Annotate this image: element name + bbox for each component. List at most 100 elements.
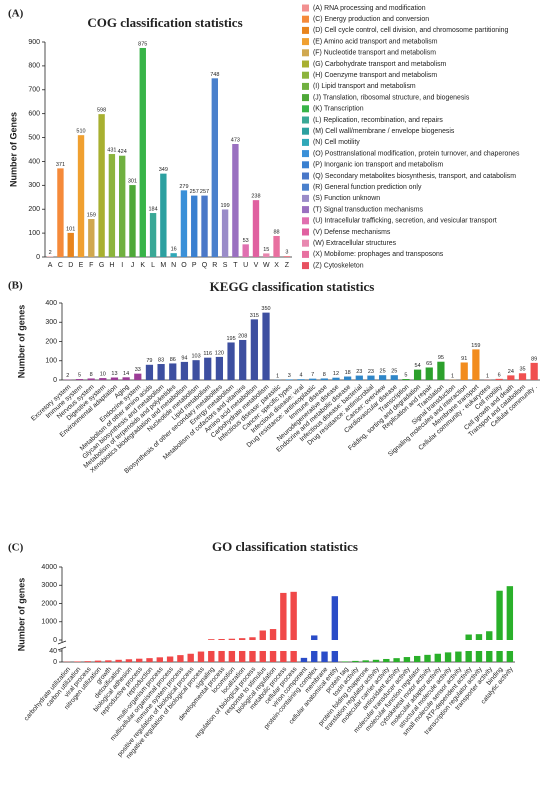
chart-title: GO classification statistics	[212, 539, 358, 554]
bar	[180, 190, 188, 257]
bar	[332, 377, 340, 380]
bar-upper	[238, 638, 246, 640]
bar	[228, 651, 236, 662]
x-tick-label: L	[151, 262, 155, 269]
bar-upper	[496, 590, 503, 640]
bar	[434, 653, 441, 662]
value-label: 159	[87, 212, 96, 218]
legend-label: (R) General function prediction only	[313, 184, 422, 191]
value-label: 279	[179, 184, 188, 190]
value-label: 16	[171, 247, 177, 253]
bar	[208, 651, 215, 662]
legend-swatch	[302, 183, 309, 191]
bar	[311, 651, 318, 662]
bar	[518, 373, 527, 380]
value-label: 6	[498, 372, 501, 378]
bar	[403, 657, 411, 662]
bar	[437, 361, 445, 380]
value-label: 371	[56, 162, 65, 168]
x-tick-label: I	[121, 262, 123, 269]
legend-swatch	[302, 250, 309, 258]
value-label: 8	[90, 372, 93, 378]
y-tick-label: 2000	[41, 600, 57, 607]
legend-label: (S) Function unknown	[313, 195, 380, 202]
value-label: 473	[231, 137, 240, 143]
value-label: 301	[128, 179, 137, 185]
value-label: 18	[345, 370, 351, 376]
legend-label: (L) Replication, recombination, and repa…	[313, 117, 443, 124]
value-label: 95	[438, 355, 444, 361]
bar	[87, 378, 95, 380]
x-tick-label: Z	[285, 262, 290, 269]
bar	[204, 357, 212, 380]
y-tick-label: 400	[45, 300, 57, 307]
bar-upper	[475, 634, 483, 640]
value-label: 8	[323, 372, 326, 378]
bar-upper	[218, 638, 225, 640]
bar	[290, 651, 297, 662]
bar	[115, 659, 122, 662]
bar-upper	[506, 586, 514, 640]
legend-swatch	[302, 60, 309, 68]
value-label: 91	[461, 356, 467, 362]
y-tick-label: 0	[53, 377, 57, 384]
legend-label: (N) Cell motility	[313, 139, 360, 146]
value-label: 12	[333, 371, 339, 377]
panel-label: (B)	[8, 280, 23, 292]
value-label: 54	[415, 363, 421, 369]
bar	[180, 361, 189, 380]
y-axis-label: Number of Genes	[8, 112, 18, 187]
legend-swatch	[302, 82, 309, 90]
value-label: 3	[288, 373, 291, 379]
panel-label: (C)	[8, 542, 24, 554]
value-label: 101	[66, 226, 75, 232]
bar	[239, 339, 247, 380]
bar	[125, 659, 133, 662]
bar	[297, 379, 305, 380]
bar	[393, 658, 400, 662]
y-tick-label: 500	[28, 134, 40, 141]
bar	[98, 114, 105, 258]
bar	[221, 209, 229, 257]
bar	[169, 363, 177, 380]
bar	[77, 135, 85, 257]
bar	[506, 651, 514, 662]
bar	[331, 651, 339, 662]
bar	[486, 651, 493, 662]
legend-label: (O) Posttranslational modification, prot…	[313, 150, 520, 157]
value-label: 5	[404, 372, 407, 378]
bar	[283, 256, 291, 257]
x-tick-label: C	[58, 262, 63, 269]
legend-label: (V) Defense mechanisms	[313, 229, 391, 236]
bar	[455, 651, 462, 662]
bar	[110, 377, 119, 380]
bar	[465, 651, 472, 662]
x-tick-label: W	[263, 262, 270, 269]
legend-label: (W) Extracellular structures	[313, 240, 397, 247]
bar-upper	[311, 635, 318, 640]
bar	[352, 660, 359, 662]
legend-label: (G) Carbohydrate transport and metabolis…	[313, 61, 447, 68]
value-label: 23	[368, 369, 374, 375]
value-label: 424	[118, 149, 127, 155]
legend-swatch	[302, 262, 309, 270]
bar	[472, 349, 480, 380]
legend-label: (J) Translation, ribosomal structure, an…	[313, 94, 470, 101]
legend-swatch	[302, 71, 309, 79]
y-tick-label: 100	[45, 358, 57, 365]
bar	[218, 651, 225, 662]
legend-label: (M) Cell wall/membrane / envelope biogen…	[313, 128, 455, 135]
bar	[108, 154, 116, 257]
y-tick-label: 900	[28, 39, 40, 46]
legend-label: (Z) Cytoskeleton	[313, 262, 364, 269]
x-tick-label: F	[89, 262, 93, 269]
value-label: 86	[170, 357, 176, 363]
value-label: 23	[356, 369, 362, 375]
value-label: 349	[159, 167, 168, 173]
x-tick-label: U	[243, 262, 248, 269]
value-label: 3	[285, 250, 288, 256]
value-label: 510	[76, 129, 85, 135]
value-label: 15	[263, 247, 269, 253]
panel-label: (A)	[8, 8, 24, 20]
legend-swatch	[302, 38, 309, 46]
